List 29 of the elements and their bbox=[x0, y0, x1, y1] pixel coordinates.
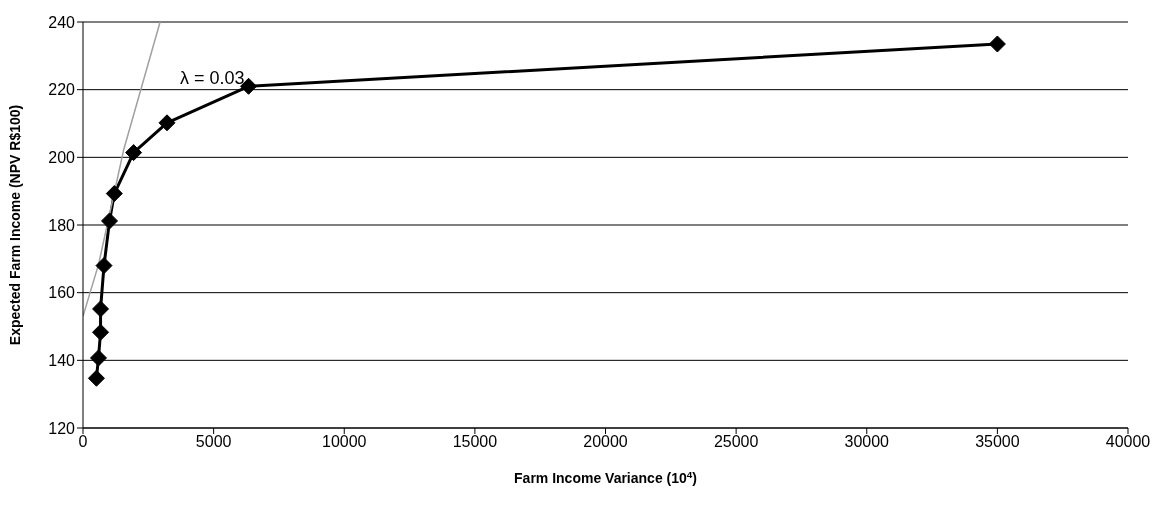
point bbox=[125, 144, 143, 162]
y-tick-label: 160 bbox=[48, 284, 76, 302]
x-tick-label: 0 bbox=[78, 433, 88, 451]
x-axis-title: Farm Income Variance (10$^{4}$) bbox=[514, 468, 697, 486]
point bbox=[92, 323, 110, 341]
point bbox=[92, 300, 110, 318]
x-tick-label: 5000 bbox=[195, 433, 232, 451]
point bbox=[87, 369, 105, 387]
x-tick-label: 30000 bbox=[844, 433, 890, 451]
point bbox=[89, 349, 107, 367]
x-tick-label: 10000 bbox=[322, 433, 367, 451]
y-tick-label: 200 bbox=[48, 149, 76, 167]
y-axis-title: Expected Farm Income (NPV R$100) bbox=[7, 104, 23, 346]
x-tick-label: 40000 bbox=[1105, 433, 1151, 451]
annotation: λ = 0.03 bbox=[180, 68, 245, 89]
point bbox=[988, 35, 1006, 53]
y-tick-label: 240 bbox=[48, 13, 76, 31]
point bbox=[101, 212, 119, 230]
x-tick-label: 15000 bbox=[452, 433, 498, 451]
y-tick-label: 120 bbox=[48, 419, 76, 437]
point bbox=[105, 185, 123, 203]
x-tick-label: 20000 bbox=[583, 433, 628, 451]
y-tick-label: 140 bbox=[48, 352, 76, 370]
x-tick-label: 25000 bbox=[713, 433, 759, 451]
x-tick-label: 35000 bbox=[975, 433, 1020, 451]
y-tick-label: 220 bbox=[48, 81, 76, 99]
point bbox=[95, 257, 113, 275]
y-tick-label: 180 bbox=[48, 216, 76, 234]
point bbox=[158, 114, 176, 132]
